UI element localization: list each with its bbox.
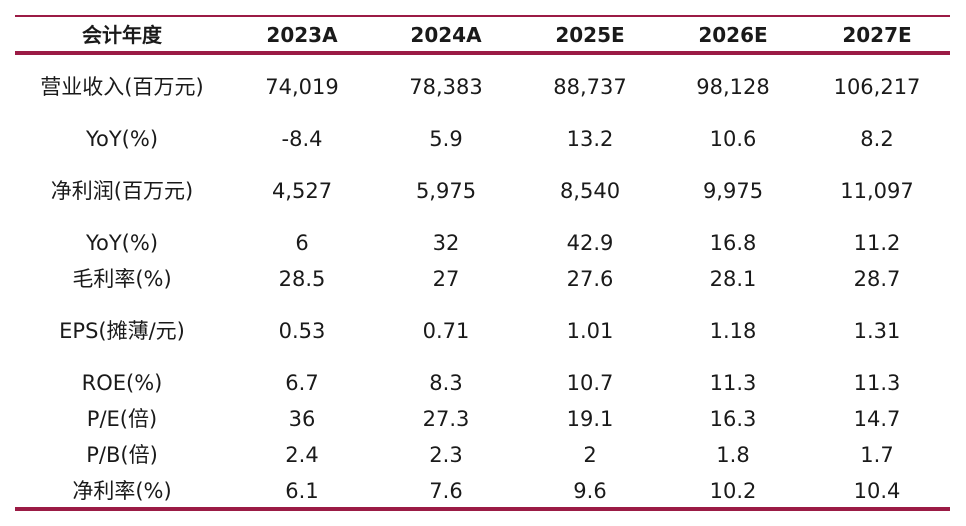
table-cell: 28.1: [709, 267, 757, 291]
table-cell: 6.1: [285, 479, 319, 503]
table-cell: 28.7: [853, 267, 901, 291]
table-cell: 14.7: [853, 407, 901, 431]
table-cell: 2: [583, 443, 597, 467]
table-cell: 1.31: [853, 319, 901, 343]
table-cell: 8,540: [559, 179, 621, 203]
table-row: P/B(倍) 2.4 2.3 2 1.8 1.7: [0, 440, 966, 470]
table-cell: 1.01: [566, 319, 614, 343]
table-cell: 28.5: [278, 267, 326, 291]
top-rule: [15, 15, 950, 17]
table-cell: 10.2: [709, 479, 757, 503]
row-label: ROE(%): [81, 371, 163, 395]
bottom-rule: [15, 507, 950, 511]
row-label: P/E(倍): [86, 407, 158, 431]
table-cell: 9.6: [573, 479, 607, 503]
header-cell: 会计年度: [82, 23, 162, 47]
table-cell: 0.71: [422, 319, 470, 343]
table-cell: 78,383: [409, 75, 483, 99]
table-cell: 4,527: [271, 179, 333, 203]
table-cell: 16.8: [709, 231, 757, 255]
table-row: YoY(%) -8.4 5.9 13.2 10.6 8.2: [0, 124, 966, 154]
table-cell: 88,737: [553, 75, 627, 99]
table-cell: 2.4: [285, 443, 319, 467]
table-cell: 27.6: [566, 267, 614, 291]
table-row: 净利率(%) 6.1 7.6 9.6 10.2 10.4: [0, 476, 966, 506]
table-cell: 11.3: [853, 371, 901, 395]
table-row: 毛利率(%) 28.5 27 27.6 28.1 28.7: [0, 264, 966, 294]
row-label: 净利润(百万元): [50, 179, 194, 203]
row-label: YoY(%): [85, 127, 159, 151]
table-cell: 27.3: [422, 407, 470, 431]
table-cell: 10.7: [566, 371, 614, 395]
table-cell: 1.7: [860, 443, 894, 467]
table-cell: 8.3: [429, 371, 463, 395]
header-cell: 2024A: [410, 23, 482, 47]
row-label: 毛利率(%): [72, 267, 172, 291]
table-cell: 10.4: [853, 479, 901, 503]
table-cell: 10.6: [709, 127, 757, 151]
table-cell: 0.53: [278, 319, 326, 343]
row-label: P/B(倍): [86, 443, 158, 467]
table-cell: 27: [432, 267, 460, 291]
table-cell: 5.9: [429, 127, 463, 151]
table-cell: 9,975: [702, 179, 764, 203]
row-label: YoY(%): [85, 231, 159, 255]
table-cell: 11,097: [840, 179, 914, 203]
table-cell: 11.2: [853, 231, 901, 255]
table-cell: 74,019: [265, 75, 339, 99]
table-cell: 6: [295, 231, 309, 255]
table-cell: -8.4: [281, 127, 323, 151]
header-cell: 2025E: [555, 23, 625, 47]
header-rule: [15, 51, 950, 55]
table-cell: 98,128: [696, 75, 770, 99]
table-row: YoY(%) 6 32 42.9 16.8 11.2: [0, 228, 966, 258]
table-cell: 13.2: [566, 127, 614, 151]
table-row: ROE(%) 6.7 8.3 10.7 11.3 11.3: [0, 368, 966, 398]
table-cell: 32: [432, 231, 460, 255]
table-cell: 7.6: [429, 479, 463, 503]
row-label: 净利率(%): [72, 479, 172, 503]
table-cell: 16.3: [709, 407, 757, 431]
table-cell: 11.3: [709, 371, 757, 395]
row-label: EPS(摊薄/元): [59, 319, 185, 343]
table-cell: 1.18: [709, 319, 757, 343]
table-cell: 8.2: [860, 127, 894, 151]
table-cell: 1.8: [716, 443, 750, 467]
table-cell: 106,217: [833, 75, 921, 99]
header-cell: 2026E: [698, 23, 768, 47]
table-cell: 36: [288, 407, 316, 431]
table-cell: 19.1: [566, 407, 614, 431]
table-cell: 2.3: [429, 443, 463, 467]
row-label: 营业收入(百万元): [40, 75, 204, 99]
table-cell: 6.7: [285, 371, 319, 395]
header-row: 会计年度 2023A 2024A 2025E 2026E 2027E: [0, 20, 966, 50]
table-row: 营业收入(百万元) 74,019 78,383 88,737 98,128 106,217: [0, 72, 966, 102]
table-row: P/E(倍) 36 27.3 19.1 16.3 14.7: [0, 404, 966, 434]
header-cell: 2027E: [842, 23, 912, 47]
table-row: 净利润(百万元) 4,527 5,975 8,540 9,975 11,097: [0, 176, 966, 206]
table-cell: 5,975: [415, 179, 477, 203]
header-cell: 2023A: [266, 23, 338, 47]
table-cell: 42.9: [566, 231, 614, 255]
table-row: EPS(摊薄/元) 0.53 0.71 1.01 1.18 1.31: [0, 316, 966, 346]
